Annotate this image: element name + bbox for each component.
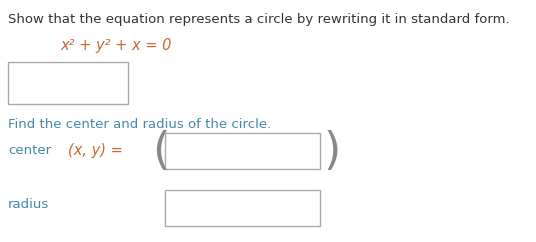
Bar [8,62,128,104]
Text: Show that the equation represents a circle by rewriting it in standard form.: Show that the equation represents a circ… [8,13,510,26]
Text: (x, y) =: (x, y) = [68,144,123,159]
Text: ): ) [323,129,340,173]
Bar [165,133,320,169]
Text: radius: radius [8,197,49,211]
Text: center: center [8,144,51,158]
Text: x² + y² + x = 0: x² + y² + x = 0 [60,38,172,53]
Bar [165,190,320,226]
Text: Find the center and radius of the circle.: Find the center and radius of the circle… [8,118,271,131]
Text: (: ( [152,129,169,173]
